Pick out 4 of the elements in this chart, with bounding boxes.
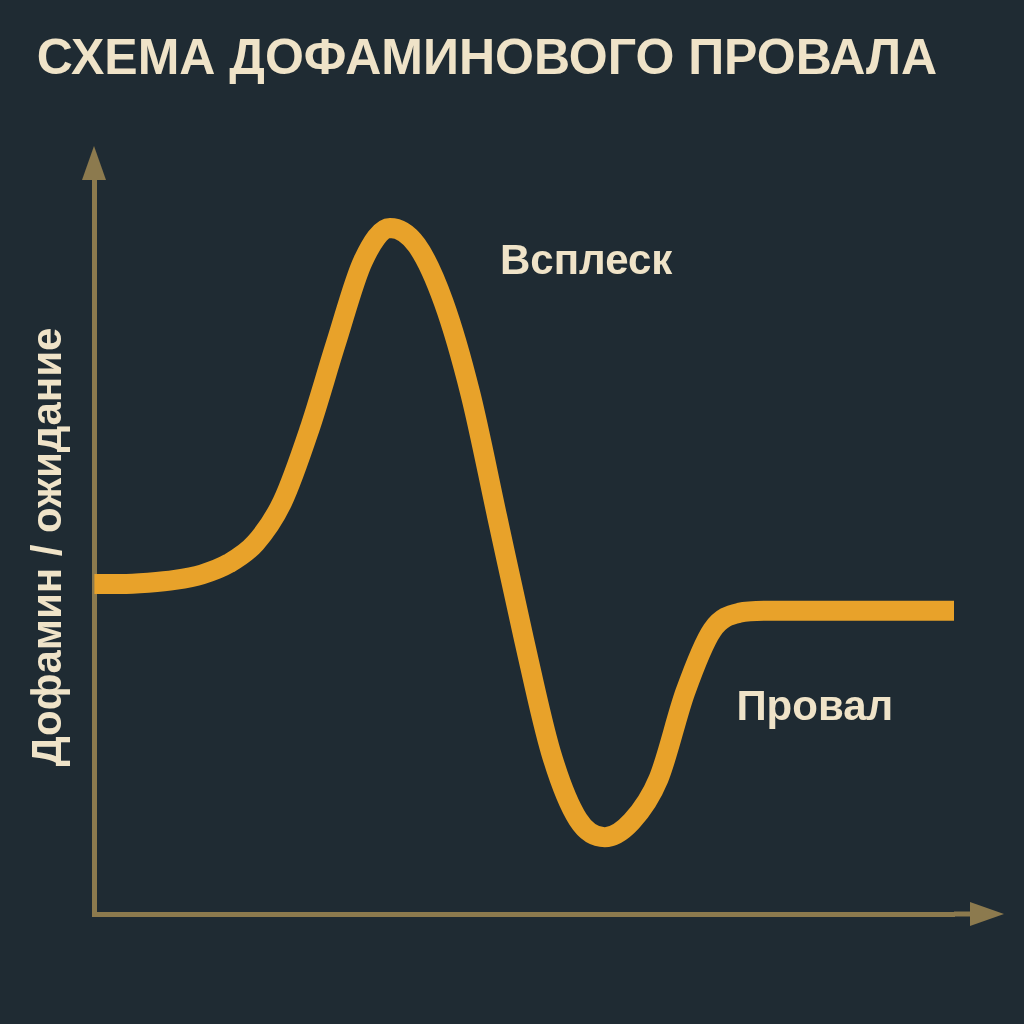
annotation: Всплеск	[500, 235, 674, 283]
y-axis-title: Дофамин / ожидание	[22, 327, 70, 767]
annotation: Провал	[736, 681, 894, 729]
chart-title: СХЕМА ДОФАМИНОВОГО ПРОВАЛА	[36, 28, 938, 85]
